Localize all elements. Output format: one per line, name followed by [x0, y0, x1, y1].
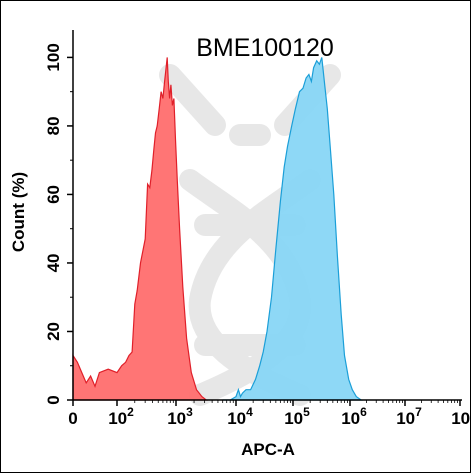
- x-tick-label: 107: [396, 405, 422, 428]
- y-tick-label: 0: [44, 395, 63, 404]
- y-tick-label: 60: [44, 185, 63, 204]
- x-tick-label: 104: [227, 405, 253, 428]
- series-area-red: [72, 57, 209, 401]
- x-axis-label: APC-A: [241, 440, 295, 459]
- y-axis-label: Count (%): [9, 172, 28, 252]
- x-axis-ticks: 0 102 103 104 105 106 107 108: [68, 400, 471, 428]
- x-tick-label: 105: [284, 405, 310, 428]
- y-axis-ticks: 0 20 40 60 80 100: [44, 43, 73, 405]
- x-tick-label: 103: [167, 405, 193, 428]
- y-tick-label: 20: [44, 322, 63, 341]
- y-tick-label: 40: [44, 254, 63, 273]
- series-area-blue: [222, 57, 364, 401]
- chart-title: BME100120: [196, 34, 334, 62]
- x-tick-label: 102: [108, 405, 134, 428]
- y-tick-label: 80: [44, 116, 63, 135]
- y-tick-label: 100: [44, 43, 63, 71]
- x-tick-label: 108: [451, 405, 471, 428]
- x-tick-label: 0: [68, 409, 77, 428]
- plot-area: [72, 57, 364, 401]
- x-tick-label: 106: [341, 405, 367, 428]
